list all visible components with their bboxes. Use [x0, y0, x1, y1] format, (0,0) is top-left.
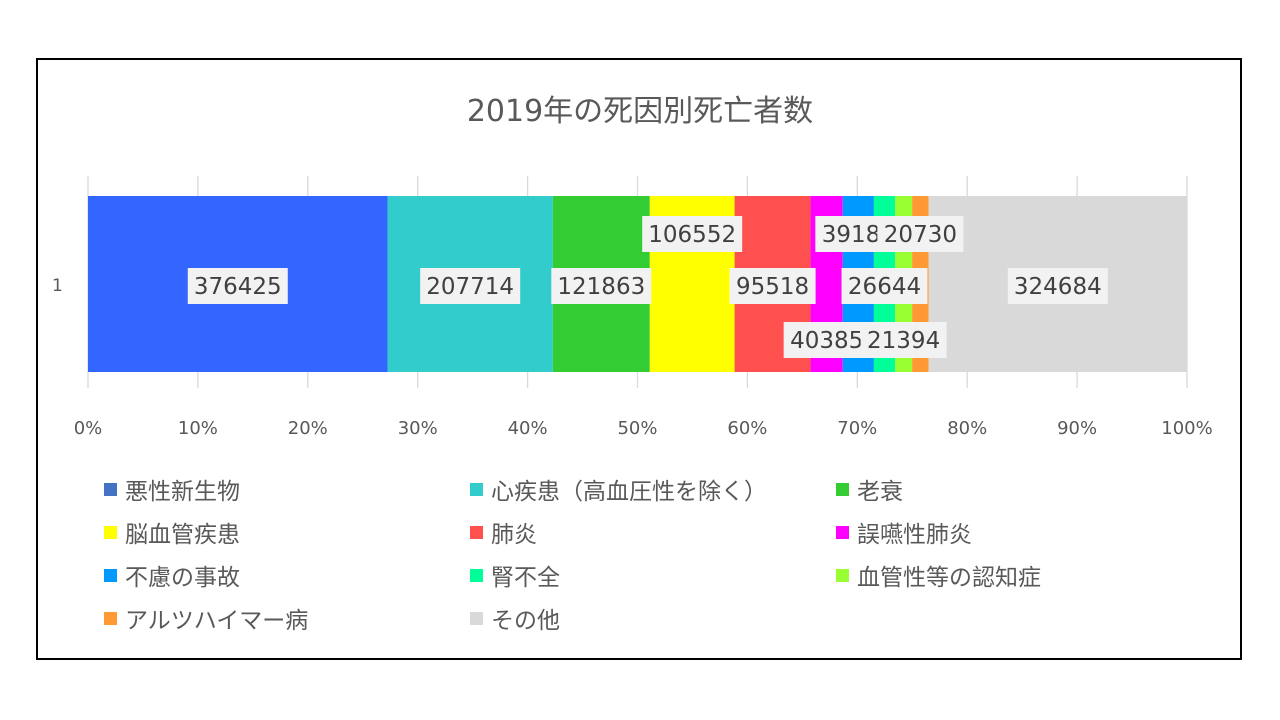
- data-label-box: [551, 268, 652, 304]
- x-tick-label: 50%: [617, 418, 657, 439]
- x-tick-label: 0%: [74, 418, 103, 439]
- legend-swatch: [470, 482, 483, 496]
- legend-label: 悪性新生物: [125, 479, 240, 505]
- category-label: 1: [52, 276, 63, 296]
- legend-label: その他: [491, 608, 560, 634]
- x-tick-label: 40%: [508, 418, 548, 439]
- legend-swatch: [836, 482, 849, 496]
- data-label-box: [187, 268, 288, 304]
- data-label-box: [860, 322, 947, 358]
- data-label: 20730: [877, 216, 964, 252]
- legend-item: 誤嚥性肺炎: [836, 517, 972, 548]
- data-label: 121863: [551, 268, 652, 304]
- data-label-text: 207714: [426, 274, 514, 300]
- x-tick-label: 20%: [288, 418, 328, 439]
- legend-swatch: [836, 525, 849, 539]
- data-label-box: [841, 268, 928, 304]
- legend-label: 腎不全: [491, 565, 560, 591]
- legend-swatch: [104, 611, 117, 625]
- data-label-text: 20730: [884, 222, 957, 248]
- legend-label: 誤嚥性肺炎: [857, 522, 972, 548]
- data-label: 207714: [420, 268, 521, 304]
- x-tick-label: 80%: [947, 418, 987, 439]
- legend-item: アルツハイマー病: [104, 603, 309, 634]
- data-label-text: 21394: [867, 328, 940, 354]
- data-label-text: 324684: [1014, 274, 1102, 300]
- legend-swatch: [470, 525, 483, 539]
- legend-item: 肺炎: [470, 517, 537, 548]
- data-label-box: [642, 216, 743, 252]
- legend-swatch: [104, 482, 117, 496]
- legend-label: アルツハイマー病: [125, 608, 309, 634]
- data-label-box: [877, 216, 964, 252]
- legend-item: 血管性等の認知症: [836, 560, 1041, 591]
- data-label: 21394: [860, 322, 947, 358]
- legend-swatch: [104, 568, 117, 582]
- data-label-text: 106552: [648, 222, 736, 248]
- data-label-box: [1007, 268, 1108, 304]
- legend-label: 血管性等の認知症: [857, 565, 1041, 591]
- chart-title: 2019年の死因別死亡者数: [466, 94, 814, 129]
- legend-label: 不慮の事故: [125, 565, 240, 591]
- x-tick-label: 60%: [727, 418, 767, 439]
- legend-item: 心疾患（高血圧性を除く）: [470, 474, 767, 505]
- data-label-box: [783, 322, 870, 358]
- x-tick-label: 100%: [1161, 418, 1212, 439]
- data-label-text: 376425: [194, 274, 282, 300]
- data-label-text: 26644: [848, 274, 921, 300]
- data-label-box: [729, 268, 816, 304]
- data-label: 376425: [187, 268, 288, 304]
- data-label-text: 40385: [790, 328, 863, 354]
- data-label: 95518: [729, 268, 816, 304]
- data-label: 324684: [1007, 268, 1108, 304]
- data-label: 26644: [841, 268, 928, 304]
- legend-item: その他: [470, 603, 560, 634]
- legend-label: 老衰: [857, 479, 903, 505]
- legend-label: 心疾患（高血圧性を除く）: [491, 479, 767, 505]
- data-label-box: [420, 268, 521, 304]
- x-tick-label: 10%: [178, 418, 218, 439]
- legend-label: 脳血管疾患: [125, 522, 240, 548]
- data-label-text: 121863: [557, 274, 645, 300]
- x-axis-ticks: 0% 10% 20% 30% 40% 50% 60% 70% 80% 90% 100%: [74, 418, 1213, 439]
- legend-item: 脳血管疾患: [104, 517, 240, 548]
- data-label: 106552: [642, 216, 743, 252]
- legend-item: 腎不全: [470, 560, 560, 591]
- legend-swatch: [104, 525, 117, 539]
- legend-item: 老衰: [836, 474, 903, 505]
- legend-swatch: [470, 611, 483, 625]
- data-label: 40385: [783, 322, 870, 358]
- legend-swatch: [470, 568, 483, 582]
- x-tick-label: 30%: [398, 418, 438, 439]
- legend-item: 不慮の事故: [104, 560, 240, 591]
- legend-swatch: [836, 568, 849, 582]
- legend-label: 肺炎: [491, 522, 537, 548]
- data-labels: 376425 207714 1218631065529551840385391842…: [187, 216, 1108, 358]
- x-tick-label: 70%: [837, 418, 877, 439]
- x-tick-label: 90%: [1057, 418, 1097, 439]
- legend-item: 悪性新生物: [104, 474, 240, 505]
- data-label-text: 95518: [736, 274, 809, 300]
